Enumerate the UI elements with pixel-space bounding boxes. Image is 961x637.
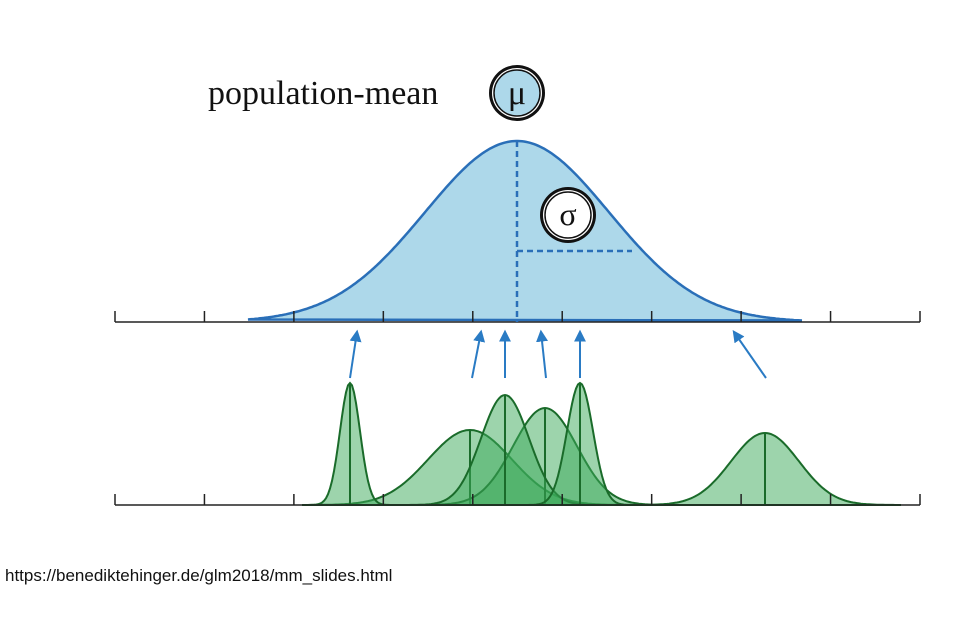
arrow — [536, 329, 549, 379]
arrow — [349, 329, 362, 379]
curves — [247, 139, 901, 506]
population-curve — [247, 139, 803, 322]
mu-symbol: μ — [508, 75, 526, 112]
arrow — [471, 329, 486, 379]
source-url: https://benediktehinger.de/glm2018/mm_sl… — [5, 566, 392, 585]
sigma-symbol: σ — [559, 196, 576, 232]
mu-circle — [493, 69, 541, 117]
sigma-circle — [544, 191, 592, 239]
arrows — [349, 329, 767, 379]
ticks — [114, 311, 921, 505]
arrow — [732, 330, 767, 379]
label: population-mean — [208, 75, 438, 112]
